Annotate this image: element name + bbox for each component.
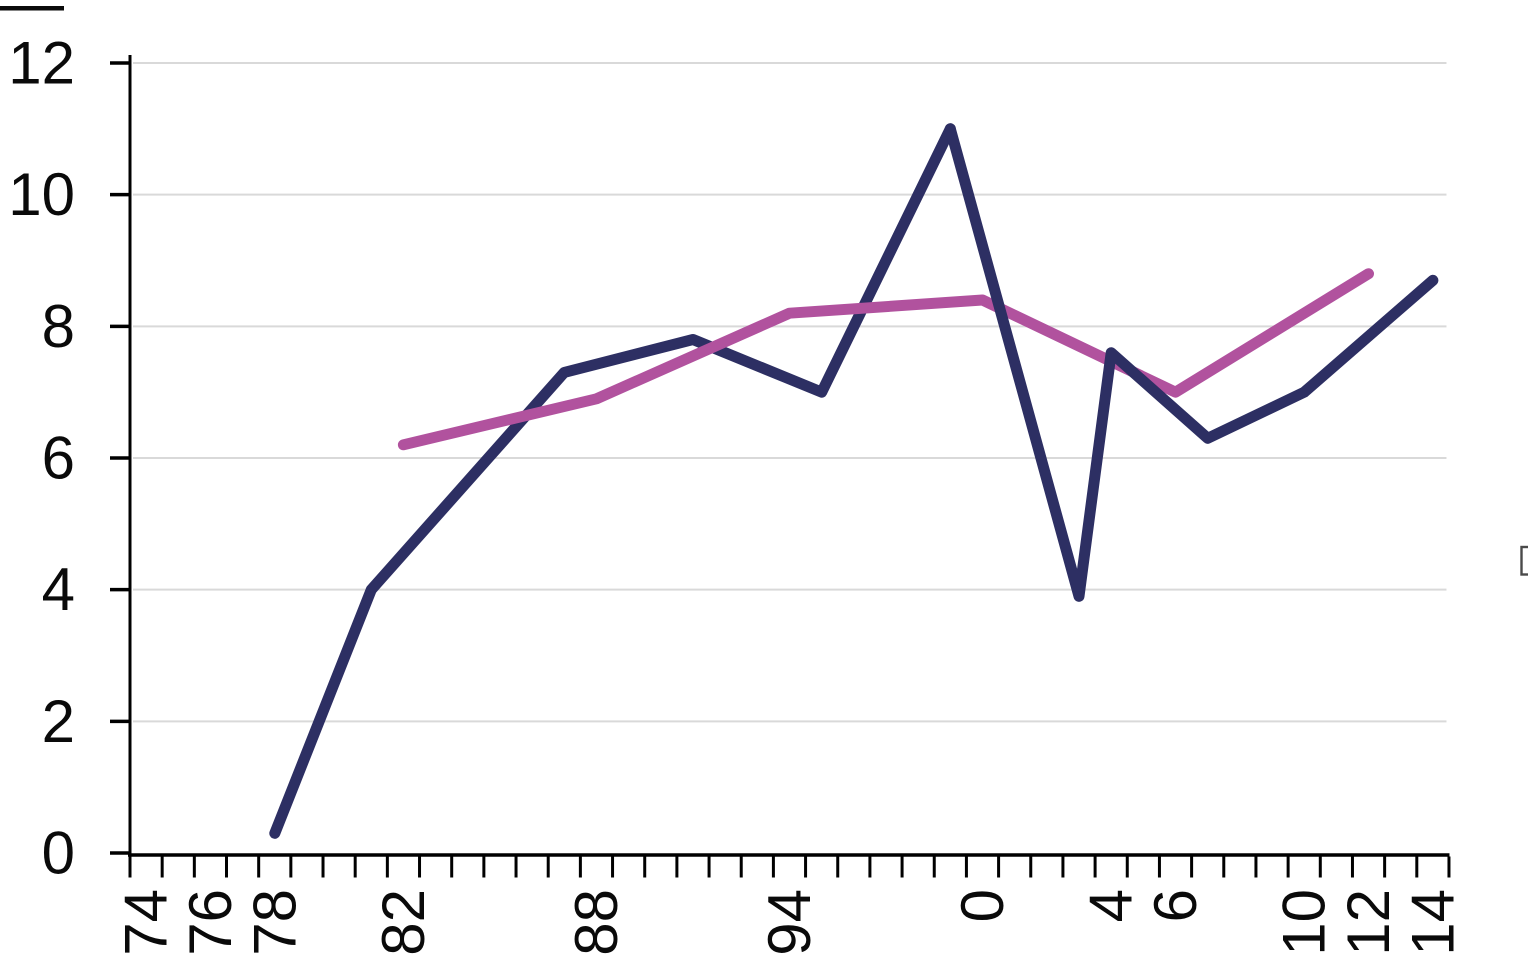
- y-axis-label-12: 12: [8, 30, 75, 97]
- x-axis-label-4: 4: [1078, 889, 1145, 922]
- y-axis-label-10: 10: [8, 161, 75, 228]
- y-axis-ticks-and-labels: 0 2 4 6 8 10 12: [8, 30, 130, 887]
- x-axis-label-14: 14: [1399, 889, 1466, 956]
- y-axis-label-8: 8: [42, 293, 75, 360]
- x-axis-label-10: 10: [1271, 889, 1338, 956]
- magenta-series-line: [397, 268, 1374, 451]
- x-axis-label-88: 88: [563, 889, 630, 956]
- axes: [128, 55, 1450, 857]
- x-axis-label-12: 12: [1335, 889, 1402, 956]
- x-axis-label-94: 94: [756, 889, 823, 956]
- series-lines: [269, 123, 1439, 839]
- y-axis-label-0: 0: [42, 820, 75, 887]
- x-axis-label-82: 82: [370, 889, 437, 956]
- navy-series-line-early: [269, 123, 956, 839]
- x-axis-ticks: [128, 856, 1451, 878]
- clipped-box-glyph-right-edge: [1520, 545, 1528, 576]
- y-axis-label-2: 2: [42, 688, 75, 755]
- cropped-bar-top-left: [0, 6, 64, 11]
- x-axis-label-74: 74: [113, 889, 180, 956]
- x-axis-label-6: 6: [1142, 889, 1209, 922]
- gridlines: [133, 62, 1447, 723]
- y-axis-label-4: 4: [42, 556, 75, 623]
- x-axis-label-0: 0: [949, 889, 1016, 922]
- y-axis-label-6: 6: [42, 425, 75, 492]
- x-axis-label-76: 76: [177, 889, 244, 956]
- navy-series-line-late: [944, 123, 1439, 602]
- x-axis-label-78: 78: [241, 889, 308, 956]
